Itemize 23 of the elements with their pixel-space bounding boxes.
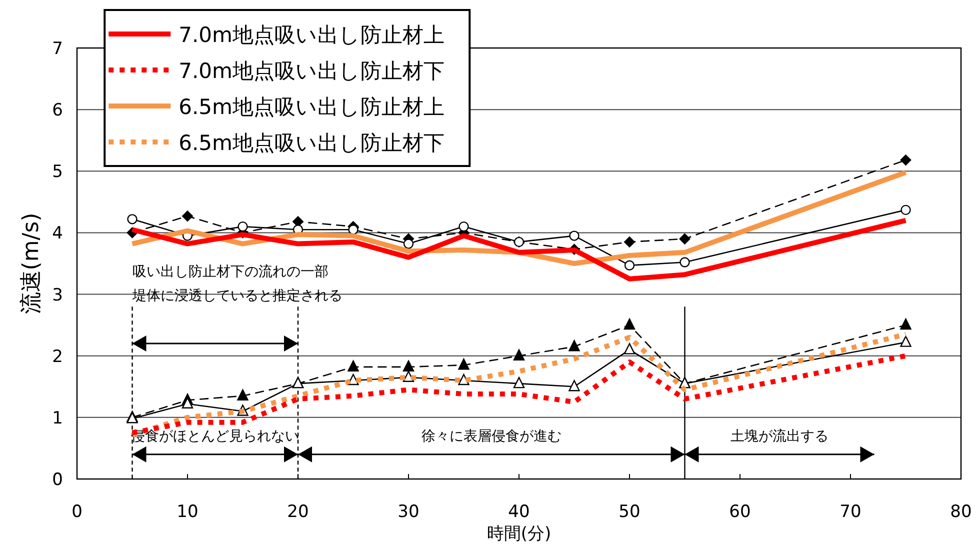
x-tick-label: 50 (618, 502, 640, 522)
y-tick-label: 1 (52, 408, 63, 428)
y-tick-label: 3 (52, 285, 63, 306)
x-tick-label: 10 (176, 502, 198, 522)
y-tick-label: 7 (52, 39, 63, 59)
y-tick-label: 4 (52, 224, 63, 244)
y-tick-label: 6 (52, 100, 63, 121)
x-tick-label: 20 (287, 502, 309, 522)
legend-label: 6.5m地点吸い出し防止材下 (178, 131, 444, 155)
x-tick-label: 40 (508, 502, 530, 522)
x-tick-label: 60 (729, 502, 751, 522)
legend-label: 7.0m地点吸い出し防止材下 (178, 59, 444, 83)
x-axis-title: 時間(分) (486, 524, 552, 544)
y-tick-label: 2 (52, 346, 63, 367)
x-tick-label: 30 (398, 502, 420, 522)
x-tick-label: 70 (840, 502, 862, 522)
x-tick-label: 0 (72, 502, 82, 522)
y-axis-title: 流速(m/s) (19, 212, 44, 314)
legend-label: 6.5m地点吸い出し防止材上 (178, 95, 444, 119)
legend-label: 7.0m地点吸い出し防止材上 (178, 23, 444, 47)
x-tick-label: 80 (950, 502, 972, 522)
y-tick-label: 0 (52, 470, 63, 490)
y-tick-label: 5 (52, 162, 63, 182)
